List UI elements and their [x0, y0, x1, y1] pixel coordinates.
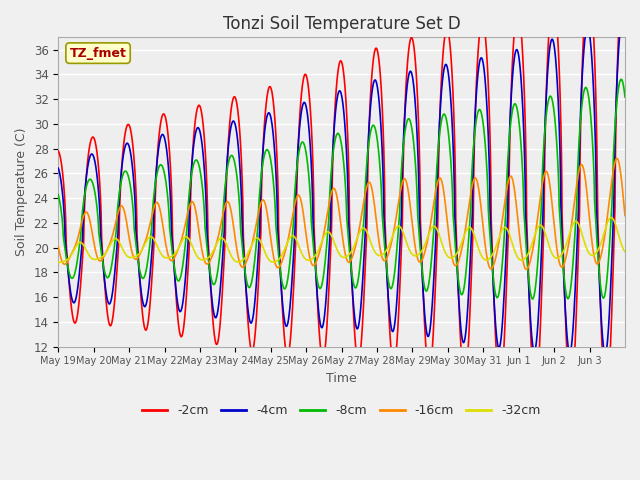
- -8cm: [618, 76, 625, 82]
- -2cm: [602, 395, 610, 400]
- -32cm: [54, 260, 62, 265]
- Line: -8cm: -8cm: [58, 79, 625, 299]
- -4cm: [602, 351, 609, 357]
- -8cm: [587, 117, 595, 123]
- -2cm: [238, 171, 246, 177]
- -32cm: [55, 260, 63, 265]
- -8cm: [260, 153, 268, 159]
- -8cm: [54, 192, 62, 198]
- -4cm: [590, 97, 598, 103]
- Title: Tonzi Soil Temperature Set D: Tonzi Soil Temperature Set D: [223, 15, 461, 33]
- -8cm: [591, 182, 598, 188]
- Text: TZ_fmet: TZ_fmet: [70, 47, 127, 60]
- -4cm: [198, 139, 205, 145]
- -4cm: [54, 165, 62, 171]
- -16cm: [613, 156, 621, 161]
- -32cm: [607, 215, 615, 220]
- -32cm: [198, 257, 206, 263]
- -4cm: [260, 134, 268, 140]
- -4cm: [587, 42, 595, 48]
- Line: -4cm: -4cm: [58, 17, 625, 354]
- Line: -32cm: -32cm: [58, 217, 625, 263]
- -4cm: [621, 21, 629, 27]
- -16cm: [353, 239, 360, 245]
- -2cm: [590, 40, 598, 46]
- -16cm: [621, 213, 629, 218]
- Y-axis label: Soil Temperature (C): Soil Temperature (C): [15, 128, 28, 256]
- Line: -16cm: -16cm: [58, 158, 625, 269]
- -8cm: [529, 296, 536, 302]
- -4cm: [353, 325, 360, 331]
- -8cm: [198, 180, 205, 185]
- -16cm: [260, 198, 268, 204]
- -2cm: [198, 111, 205, 117]
- -16cm: [198, 247, 205, 252]
- -8cm: [353, 284, 360, 289]
- -8cm: [238, 240, 246, 246]
- -32cm: [587, 252, 595, 258]
- -4cm: [619, 14, 627, 20]
- -32cm: [239, 258, 246, 264]
- -2cm: [260, 126, 268, 132]
- -2cm: [54, 148, 62, 154]
- -8cm: [621, 94, 629, 100]
- -16cm: [54, 243, 62, 249]
- Line: -2cm: -2cm: [58, 0, 625, 397]
- -16cm: [591, 254, 598, 260]
- Legend: -2cm, -4cm, -8cm, -16cm, -32cm: -2cm, -4cm, -8cm, -16cm, -32cm: [138, 399, 546, 422]
- -32cm: [621, 249, 629, 255]
- -4cm: [238, 214, 246, 220]
- -32cm: [591, 252, 598, 258]
- -2cm: [353, 352, 360, 358]
- -32cm: [353, 236, 361, 242]
- -32cm: [260, 248, 268, 253]
- X-axis label: Time: Time: [326, 372, 357, 385]
- -16cm: [522, 266, 530, 272]
- -16cm: [238, 264, 246, 270]
- -16cm: [587, 231, 595, 237]
